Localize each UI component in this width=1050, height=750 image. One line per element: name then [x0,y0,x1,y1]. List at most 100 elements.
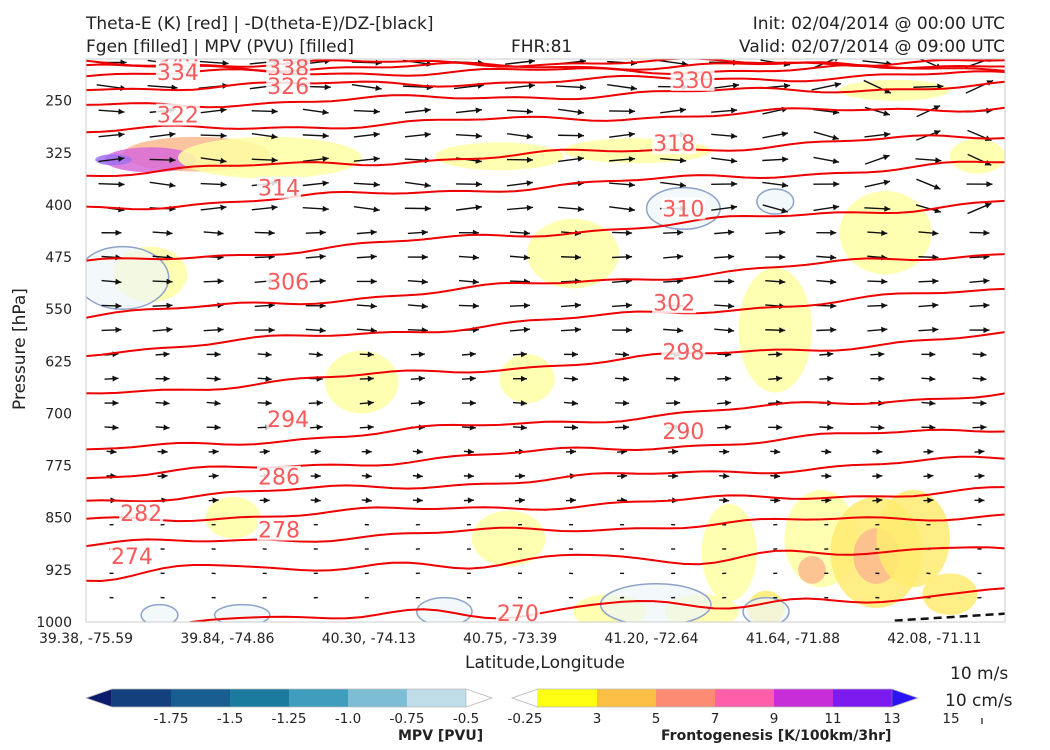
wind-arrowhead [878,351,885,358]
wind-arrowhead [370,278,377,285]
wind-arrowhead [983,327,990,334]
contour-label: 322 [157,104,199,129]
wind-arrowhead [314,497,321,504]
theta-e-line-302 [86,287,1005,358]
wind-arrowhead [881,230,888,237]
fgen-region-20 [876,489,950,588]
wind-arrowhead [984,202,992,209]
wind-arrowhead [571,400,579,407]
fgen-colorbar-segment [715,689,775,707]
wind-arrowhead [833,181,840,188]
wind-arrowhead [373,206,380,213]
x-tick-label: 39.84, -74.86 [180,631,274,647]
mpv-colorbar-tick-label: -0.25 [508,711,543,727]
theta-e-line-298 [86,331,1005,395]
wind-arrowhead [727,253,735,260]
contour-label: 334 [157,61,199,86]
fgen-colorbar-outline [510,688,920,708]
fgen-colorbar-segment [538,689,598,707]
wind-arrowhead [884,87,891,94]
wind-ref-vertical: 10 cm/s [945,691,1013,711]
mpv-region-6 [416,596,473,622]
wind-arrowhead [878,375,885,382]
y-tick-label: 250 [45,94,72,110]
wind-arrowhead [577,155,584,162]
x-tick-label: 39.38, -75.59 [39,631,133,647]
wind-arrowhead [365,472,372,479]
wind-arrowhead [732,82,740,89]
wind-arrowhead [779,327,786,334]
theta-e-line-290 [86,428,1005,480]
contour-label: 298 [662,341,704,366]
wind-arrowhead [418,375,425,382]
wind-arrowhead [271,133,278,140]
wind-arrowhead [978,448,985,455]
wind-arrowhead [271,108,278,115]
mpv-colorbar-segment [171,689,231,707]
wind-arrowhead [265,400,272,407]
wind-arrowhead [980,424,987,431]
wind-arrowhead [424,182,431,189]
wind-arrowhead [469,351,476,358]
theta-e-line-338 [86,61,1005,73]
wind-arrowhead [881,302,888,309]
wind-arrowhead [674,375,681,382]
wind-arrowhead [679,182,687,188]
wind-arrowhead [827,375,834,382]
wind-arrowhead [983,302,990,309]
mpv-colorbar-extend-low [85,688,113,708]
theta-e-line-294 [86,392,1005,451]
wind-arrowhead [834,81,841,88]
mpv-region-7 [742,596,790,622]
theta-e-line-306 [86,253,1005,319]
wind-arrowhead [622,400,630,407]
title-left-line1: Theta-E (K) [red] | -D(theta-E)/DZ-[blac… [86,14,434,34]
wind-arrowhead [776,351,783,358]
wind-arrowhead [322,109,329,116]
dz-dashed-line [894,612,1005,622]
wind-arrowhead [467,497,474,504]
fgen-colorbar-tick-label: 7 [711,711,720,727]
contour-label-bg [652,132,697,155]
wind-arrowhead [467,473,474,480]
y-tick-label: 850 [45,511,72,527]
wind-arrowhead [475,204,482,211]
title-left-line2: Fgen [filled] | MPV (PVU) [filled] [86,37,355,57]
contour-label: 270 [497,602,539,627]
wind-arrowhead [110,448,117,455]
fgen-colorbar-segment [833,689,893,707]
wind-arrowhead [166,278,173,285]
y-tick-label: 550 [45,302,72,318]
contour-label-bg [266,59,311,79]
wind-arrowhead [263,448,270,455]
wind-arrowhead [983,229,990,236]
wind-arrowhead [832,134,839,141]
fgen-colorbar-extend-high [891,688,919,708]
fgen-colorbar-tick-label: 13 [883,711,900,727]
wind-arrowhead [676,327,684,334]
mpv-region-1 [756,188,795,215]
contour-label: 302 [653,291,695,316]
contour-label-bg [155,103,200,126]
wind-arrowhead [163,400,170,407]
wind-arrowhead [220,157,227,164]
wind-arrowhead [878,424,885,431]
wind-arrowhead [322,132,329,139]
wind-arrowhead [370,303,377,310]
fgen-region-8 [324,350,399,414]
wind-arrowhead [830,254,837,261]
wind-arrowhead [679,157,687,164]
fgen-colorbar-title: Frontogenesis [K/100km/3hr] [661,728,892,744]
fgen-region-3 [177,136,362,179]
wind-arrowhead [779,254,786,261]
wind-arrowhead [421,278,428,285]
y-tick-label: 1000 [36,615,72,631]
wind-arrowhead [724,399,732,406]
wind-arrowhead [884,205,891,212]
wind-arrowhead [528,59,535,65]
contour-label-bg [495,601,540,622]
wind-arrowhead [827,351,834,358]
wind-arrowhead [577,132,585,139]
fgen-colorbar-tick-label: 5 [652,711,661,727]
wind-arrowhead [418,399,425,406]
